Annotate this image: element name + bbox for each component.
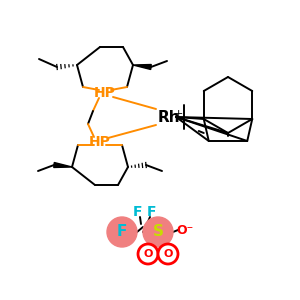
Text: +: + xyxy=(173,109,183,119)
Polygon shape xyxy=(133,64,151,70)
Circle shape xyxy=(138,244,158,264)
Text: O⁻: O⁻ xyxy=(176,224,194,236)
Text: S: S xyxy=(152,224,164,239)
Circle shape xyxy=(143,217,173,247)
Text: F: F xyxy=(147,205,157,219)
Text: Rh: Rh xyxy=(158,110,181,124)
Text: O: O xyxy=(163,249,173,259)
Circle shape xyxy=(158,244,178,264)
Circle shape xyxy=(107,217,137,247)
Text: HP: HP xyxy=(89,135,111,149)
Text: F: F xyxy=(133,205,143,219)
Text: F: F xyxy=(117,224,127,239)
Text: HP: HP xyxy=(94,86,116,100)
Text: O: O xyxy=(143,249,153,259)
Polygon shape xyxy=(54,163,72,167)
